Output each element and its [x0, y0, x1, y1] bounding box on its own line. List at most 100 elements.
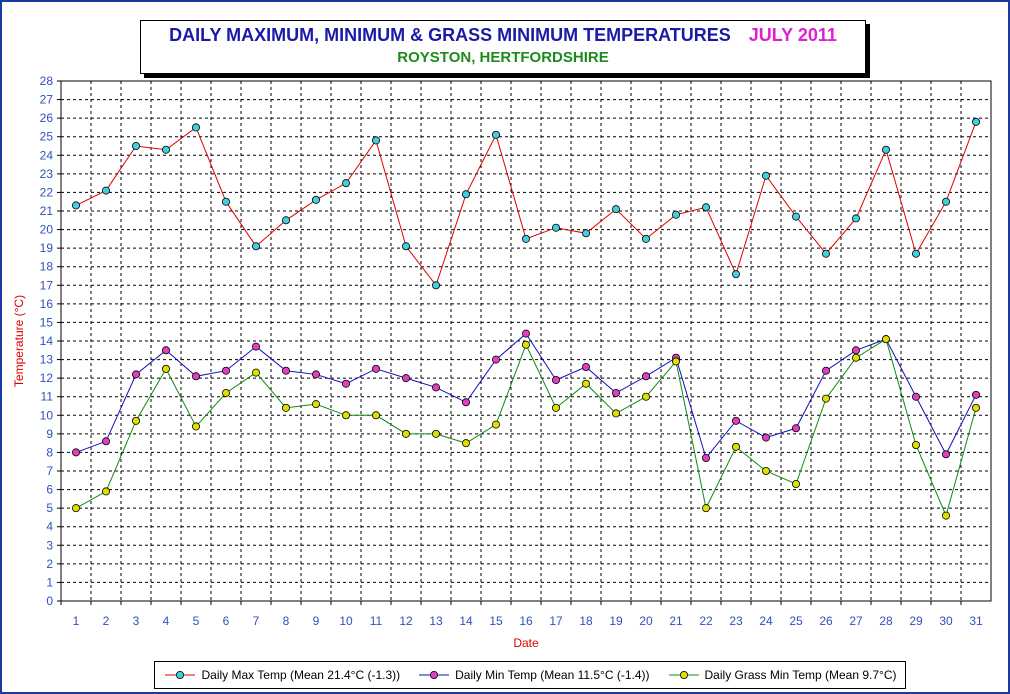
data-point-series-3: [311, 400, 320, 409]
y-tick-label: 15: [40, 315, 54, 329]
data-point-series-3: [281, 403, 290, 412]
data-point-series-3: [642, 392, 651, 401]
x-tick-label: 25: [789, 614, 803, 628]
data-point-series-1: [102, 186, 111, 195]
y-tick-label: 26: [40, 111, 54, 125]
data-point-series-1: [792, 212, 801, 221]
data-point-series-2: [221, 366, 230, 375]
data-point-series-3: [401, 429, 410, 438]
data-point-series-3: [822, 394, 831, 403]
x-tick-label: 14: [459, 614, 473, 628]
chart-title-month: JULY 2011: [748, 25, 837, 45]
y-tick-label: 3: [46, 538, 53, 552]
data-point-series-1: [912, 249, 921, 258]
data-point-series-1: [341, 179, 350, 188]
legend-label-1: Daily Max Temp (Mean 21.4°C (-1.3)): [201, 668, 401, 682]
data-point-series-2: [702, 453, 711, 462]
data-point-series-1: [221, 197, 230, 206]
x-tick-label: 23: [729, 614, 743, 628]
data-point-series-3: [792, 479, 801, 488]
x-tick-label: 7: [253, 614, 260, 628]
x-tick-label: 30: [939, 614, 953, 628]
y-tick-label: 10: [40, 408, 54, 422]
chart-subtitle: ROYSTON, HERTFORDSHIRE: [397, 49, 609, 66]
data-point-series-3: [131, 416, 140, 425]
x-tick-label: 27: [849, 614, 863, 628]
y-tick-label: 0: [46, 594, 53, 608]
data-point-series-2: [311, 370, 320, 379]
data-point-series-1: [311, 195, 320, 204]
data-point-series-3: [221, 388, 230, 397]
data-point-series-2: [431, 383, 440, 392]
data-point-series-1: [461, 190, 470, 199]
data-point-series-1: [702, 203, 711, 212]
data-point-series-2: [642, 372, 651, 381]
y-tick-label: 22: [40, 185, 54, 199]
data-point-series-1: [431, 281, 440, 290]
y-tick-label: 17: [40, 278, 54, 292]
x-tick-label: 12: [399, 614, 413, 628]
data-point-series-2: [131, 370, 140, 379]
y-tick-label: 7: [46, 464, 53, 478]
x-tick-label: 19: [609, 614, 623, 628]
y-tick-label: 1: [46, 575, 53, 589]
y-tick-label: 13: [40, 353, 54, 367]
data-point-series-3: [491, 420, 500, 429]
data-point-series-1: [762, 171, 771, 180]
y-tick-label: 18: [40, 260, 54, 274]
data-point-series-3: [251, 368, 260, 377]
data-point-series-3: [942, 511, 951, 520]
data-point-series-2: [612, 388, 621, 397]
data-point-series-1: [852, 214, 861, 223]
y-tick-label: 23: [40, 167, 54, 181]
y-tick-label: 14: [40, 334, 54, 348]
y-tick-label: 16: [40, 297, 54, 311]
x-tick-label: 15: [489, 614, 503, 628]
x-tick-label: 1: [73, 614, 80, 628]
y-tick-label: 21: [40, 204, 54, 218]
data-point-series-3: [191, 422, 200, 431]
data-point-series-1: [732, 270, 741, 279]
x-tick-label: 3: [133, 614, 140, 628]
data-point-series-2: [972, 390, 981, 399]
data-point-series-2: [822, 366, 831, 375]
data-point-series-1: [491, 130, 500, 139]
legend-swatch-3: [668, 671, 699, 679]
data-point-series-1: [281, 216, 290, 225]
x-tick-label: 21: [669, 614, 683, 628]
data-point-series-3: [672, 357, 681, 366]
data-point-series-3: [431, 429, 440, 438]
data-point-series-1: [672, 210, 681, 219]
data-point-series-2: [251, 342, 260, 351]
data-point-series-2: [852, 346, 861, 355]
x-tick-label: 5: [193, 614, 200, 628]
data-point-series-1: [522, 234, 531, 243]
chart-legend: Daily Max Temp (Mean 21.4°C (-1.3)) Daily…: [154, 661, 906, 689]
legend-item-2: Daily Min Temp (Mean 11.5°C (-1.4)): [417, 668, 650, 682]
x-tick-label: 13: [429, 614, 443, 628]
legend-label-2: Daily Min Temp (Mean 11.5°C (-1.4)): [455, 668, 650, 682]
data-point-series-3: [341, 411, 350, 420]
data-point-series-3: [371, 411, 380, 420]
data-point-series-2: [522, 329, 531, 338]
x-tick-label: 4: [163, 614, 170, 628]
data-point-series-3: [732, 442, 741, 451]
data-point-series-3: [552, 403, 561, 412]
y-tick-label: 4: [46, 520, 53, 534]
y-axis-label: Temperature (°C): [12, 295, 26, 387]
x-tick-label: 9: [313, 614, 320, 628]
legend-label-3: Daily Grass Min Temp (Mean 9.7°C): [704, 668, 897, 682]
legend-item-3: Daily Grass Min Temp (Mean 9.7°C): [667, 668, 897, 682]
y-tick-label: 20: [40, 223, 54, 237]
data-point-series-2: [341, 379, 350, 388]
x-tick-label: 22: [699, 614, 713, 628]
y-tick-label: 8: [46, 445, 53, 459]
x-tick-label: 8: [283, 614, 290, 628]
data-point-series-1: [191, 123, 200, 132]
data-point-series-1: [582, 229, 591, 238]
x-tick-label: 29: [909, 614, 923, 628]
legend-swatch-2: [419, 671, 450, 679]
y-tick-label: 6: [46, 483, 53, 497]
chart-title-line: DAILY MAXIMUM, MINIMUM & GRASS MINIMUM T…: [141, 25, 865, 46]
